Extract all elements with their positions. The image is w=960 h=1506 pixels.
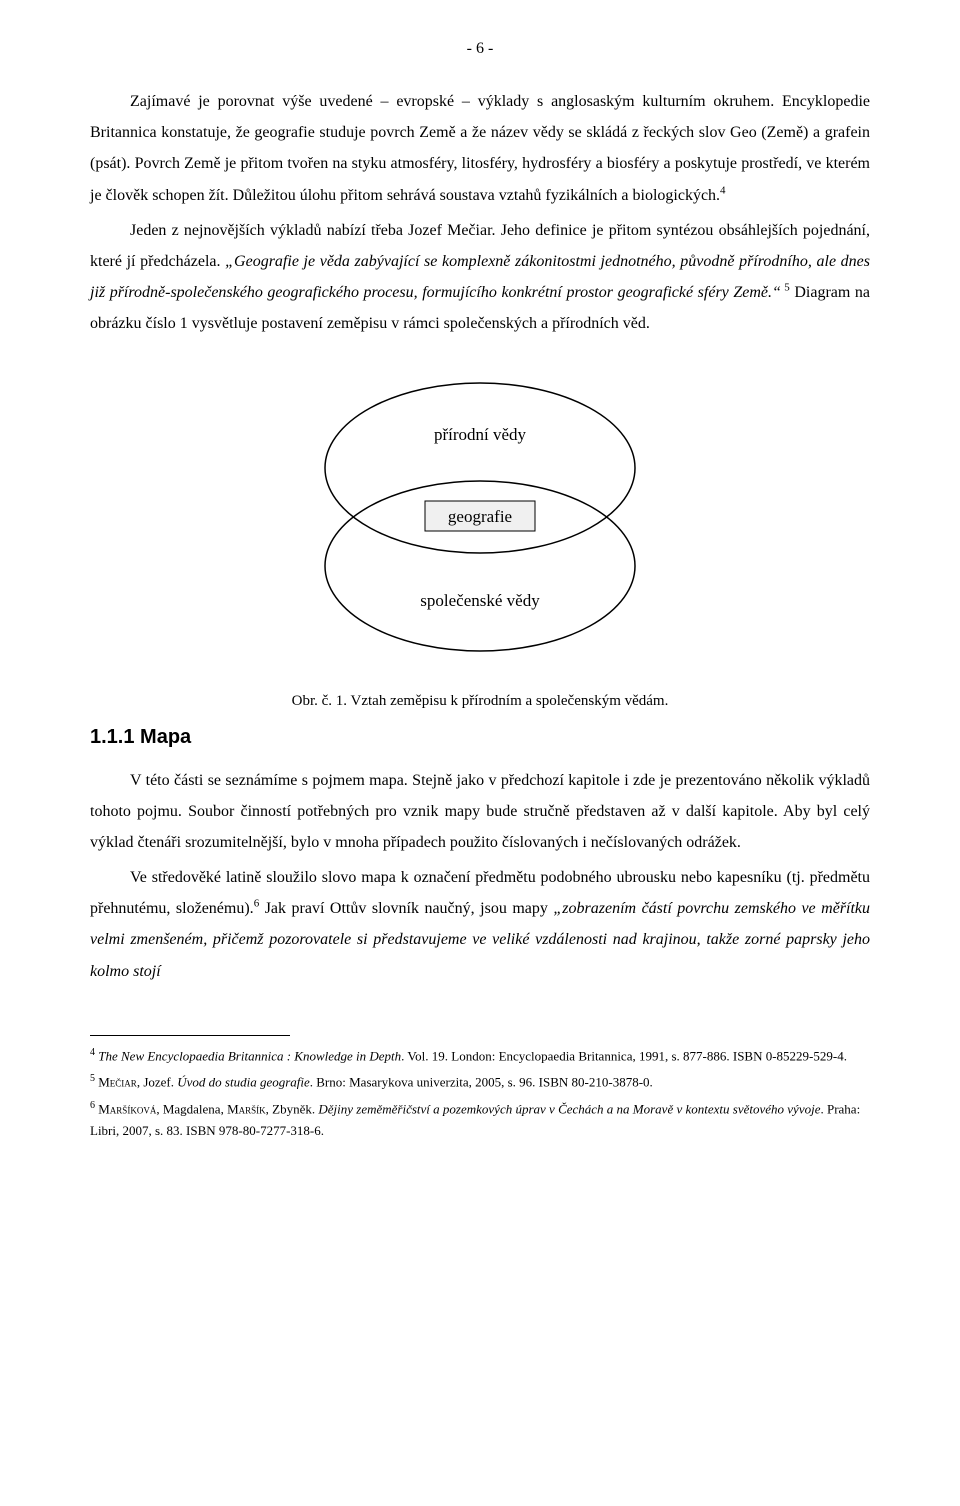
svg-text:přírodní vědy: přírodní vědy (434, 425, 527, 444)
footnote: 6 Maršíková, Magdalena, Maršík, Zbyněk. … (90, 1097, 870, 1143)
footnote-separator (90, 1035, 290, 1036)
page-number: - 6 - (90, 40, 870, 58)
paragraph-2: Jeden z nejnovějších výkladů nabízí třeb… (90, 215, 870, 340)
section-heading: 1.1.1 Mapa (90, 726, 870, 749)
venn-diagram: přírodní vědy společenské vědy geografie (90, 368, 870, 673)
venn-svg: přírodní vědy společenské vědy geografie (295, 368, 665, 668)
figure-caption: Obr. č. 1. Vztah zeměpisu k přírodním a … (90, 693, 870, 710)
paragraph-4: Ve středověké latině sloužilo slovo mapa… (90, 862, 870, 987)
svg-text:geografie: geografie (448, 507, 512, 526)
footnote: 4 The New Encyclopaedia Britannica : Kno… (90, 1044, 870, 1067)
svg-text:společenské vědy: společenské vědy (420, 591, 540, 610)
footnote: 5 Mečiar, Jozef. Úvod do studia geografi… (90, 1070, 870, 1093)
page: - 6 - Zajímavé je porovnat výše uvedené … (0, 0, 960, 1185)
footnotes: 4 The New Encyclopaedia Britannica : Kno… (90, 1044, 870, 1142)
paragraph-1: Zajímavé je porovnat výše uvedené – evro… (90, 86, 870, 211)
paragraph-3: V této části se seznámíme s pojmem mapa.… (90, 765, 870, 859)
